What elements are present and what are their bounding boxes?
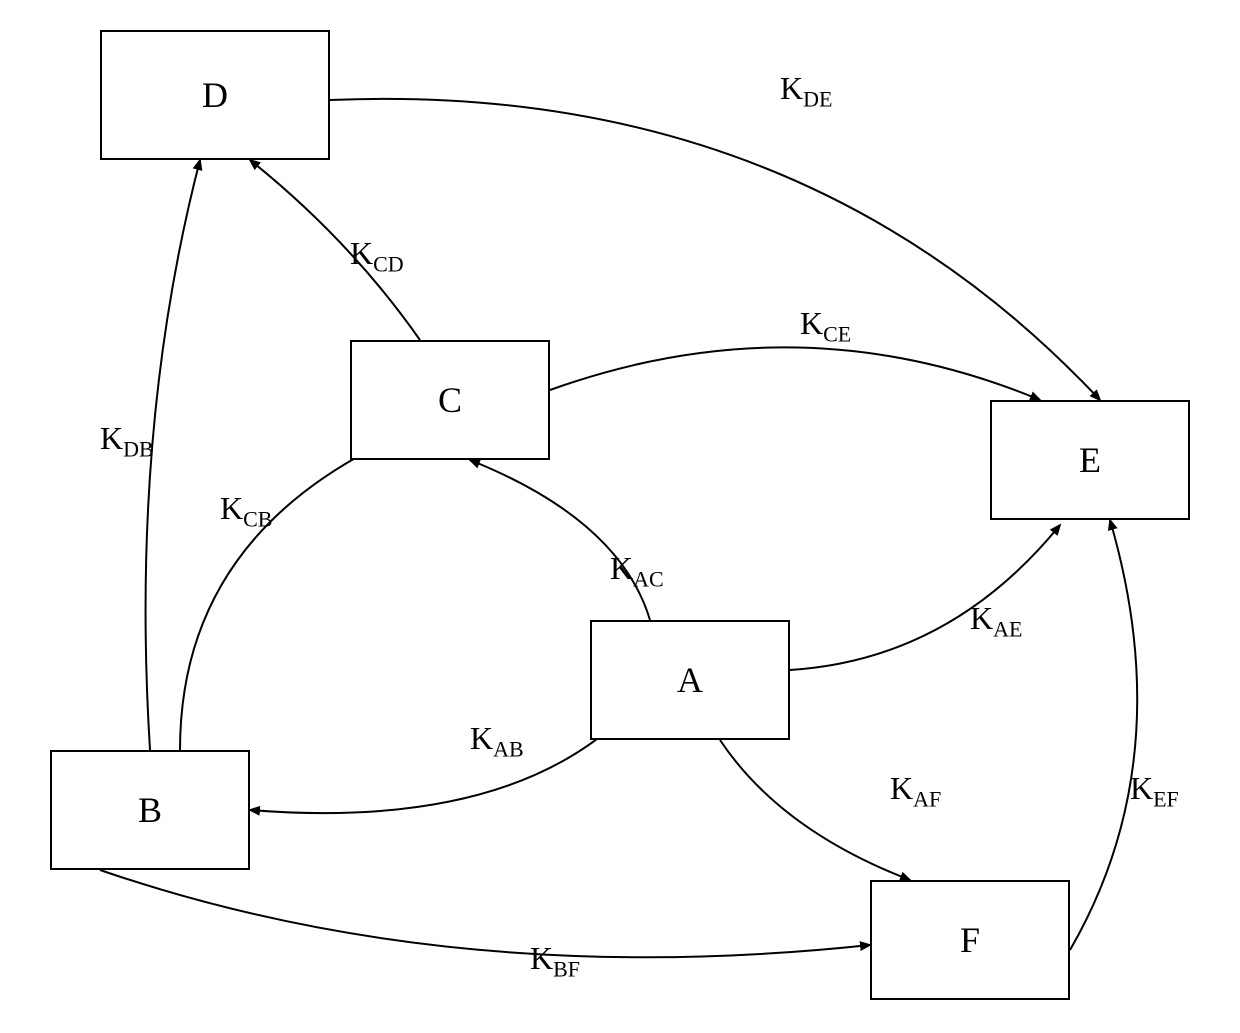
edge-label-sub: AF (913, 786, 941, 811)
edge-label-sub: BF (553, 956, 580, 981)
edge-label-main: K (530, 940, 553, 976)
edge-label-main: K (100, 420, 123, 456)
edge-a-c (470, 460, 650, 620)
edge-label-af: KAF (890, 770, 941, 812)
node-f: F (870, 880, 1070, 1000)
edge-label-sub: AB (493, 736, 524, 761)
edge-label-main: K (780, 70, 803, 106)
edge-label-sub: DE (803, 86, 832, 111)
edge-c-e (550, 347, 1040, 400)
edge-b-c (180, 450, 370, 750)
node-a: A (590, 620, 790, 740)
edge-label-sub: CD (373, 251, 404, 276)
node-label: E (1079, 439, 1101, 481)
edge-label-ac: KAC (610, 550, 664, 592)
edge-a-e (790, 525, 1060, 670)
edge-label-sub: EF (1153, 786, 1179, 811)
edge-a-f (720, 740, 910, 880)
edge-label-ab: KAB (470, 720, 524, 762)
edge-label-main: K (350, 235, 373, 271)
edge-b-f (100, 870, 870, 957)
edge-label-bf: KBF (530, 940, 580, 982)
edge-f-e (1070, 520, 1137, 950)
edge-label-sub: CB (243, 506, 272, 531)
edge-label-main: K (1130, 770, 1153, 806)
edge-label-sub: CE (823, 321, 851, 346)
edge-label-fe: KEF (1130, 770, 1179, 812)
edge-a-b (250, 720, 620, 813)
edge-label-sub: AC (633, 566, 664, 591)
node-label: B (138, 789, 162, 831)
network-diagram: ABCDEF KABKACKAEKAFKBFKCBKDBKCDKCEKDEKEF (0, 0, 1240, 1033)
edge-label-cd: KCD (350, 235, 404, 277)
node-d: D (100, 30, 330, 160)
node-label: A (677, 659, 703, 701)
node-label: D (202, 74, 228, 116)
edge-label-ce: KCE (800, 305, 851, 347)
edge-label-main: K (970, 600, 993, 636)
edge-label-sub: AE (993, 616, 1022, 641)
edge-label-de: KDE (780, 70, 832, 112)
edge-label-main: K (800, 305, 823, 341)
edge-label-main: K (890, 770, 913, 806)
edge-label-main: K (610, 550, 633, 586)
edge-label-ae: KAE (970, 600, 1022, 642)
edge-b-d (146, 160, 200, 750)
node-e: E (990, 400, 1190, 520)
node-label: C (438, 379, 462, 421)
edge-label-main: K (470, 720, 493, 756)
edge-label-bc: KCB (220, 490, 272, 532)
edge-label-sub: DB (123, 436, 154, 461)
node-label: F (960, 919, 980, 961)
edge-label-bd: KDB (100, 420, 154, 462)
node-c: C (350, 340, 550, 460)
edge-c-d (250, 160, 420, 340)
node-b: B (50, 750, 250, 870)
edge-label-main: K (220, 490, 243, 526)
